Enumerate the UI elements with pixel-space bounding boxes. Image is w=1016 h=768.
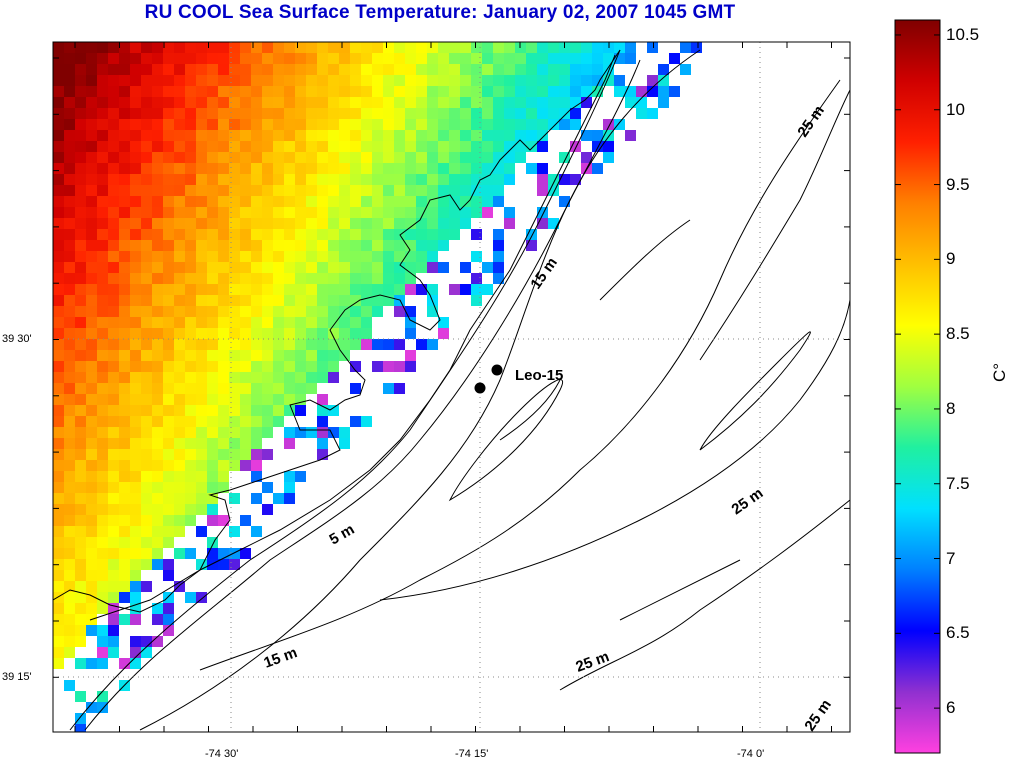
- isobath-15m: [139, 49, 701, 731]
- isobath-25m-e: [699, 331, 811, 451]
- lon-tick-label: -74 15': [455, 748, 489, 760]
- coastline: [53, 49, 621, 613]
- colorbar-tick-label: 7.5: [946, 473, 970, 493]
- colorbar-tick-label: 9: [946, 249, 956, 269]
- lon-tick-label: -74 0': [737, 748, 765, 760]
- colorbar-tick-label: 8: [946, 398, 956, 418]
- colorbar-tick-label: 7: [946, 548, 956, 568]
- colorbar-tick-label: 9.5: [946, 174, 970, 194]
- station-label: Leo-15: [515, 367, 563, 384]
- colorbar-tick-label: 8.5: [946, 324, 970, 344]
- map-frame: [52, 41, 851, 733]
- isobath-15m-outer: [199, 79, 841, 671]
- isobath-contours: [69, 49, 850, 731]
- colorbar-tick-label: 10: [946, 99, 965, 119]
- station-marker-2: [474, 382, 486, 394]
- barrier-island: [89, 54, 616, 621]
- frame-ticks: [53, 42, 850, 732]
- isobath-25m-d: [448, 379, 564, 502]
- colorbar-tick-label: 6: [946, 698, 956, 718]
- lat-tick-label: 39 30': [2, 333, 32, 345]
- colorbar-unit: C°: [990, 362, 1009, 382]
- isobath-5m-inner: [69, 49, 621, 731]
- isobath-25m-b: [559, 499, 850, 691]
- lon-tick-label: -74 30': [205, 748, 239, 760]
- sst-grid: [53, 42, 702, 732]
- colorbar-tick-label: 6.5: [946, 623, 970, 643]
- isobath-25m-c: [699, 89, 850, 361]
- map-title: RU COOL Sea Surface Temperature: January…: [144, 2, 736, 23]
- colorbar-tick-label: 10.5: [946, 24, 980, 44]
- lat-tick-label: 39 15': [2, 671, 32, 683]
- station-marker: [491, 364, 503, 376]
- isobath-25m: [379, 299, 850, 601]
- isobath-misc: [499, 219, 741, 621]
